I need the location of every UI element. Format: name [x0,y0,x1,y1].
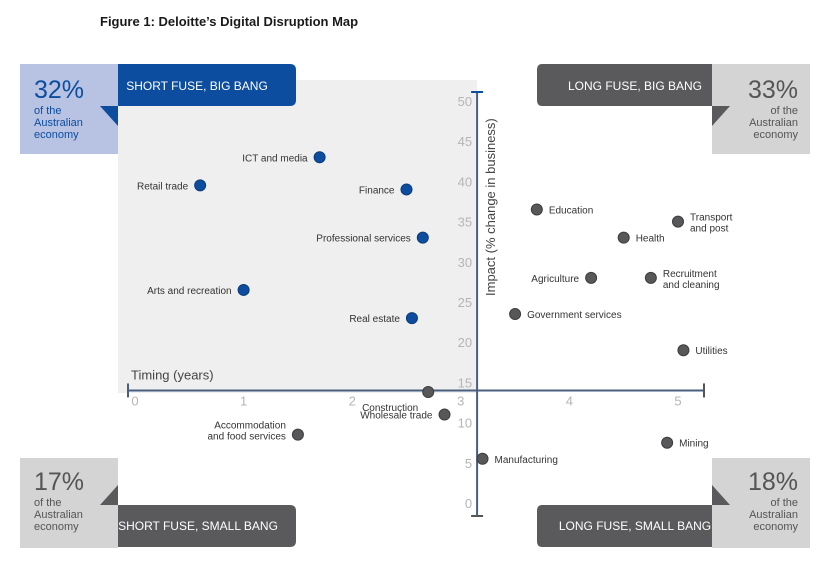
x-tick-label: 0 [131,393,138,408]
y-tick-label: 50 [458,94,472,109]
x-tick-label: 2 [349,393,356,408]
data-point-label: Transport and post [690,213,733,235]
y-tick-label: 10 [458,416,472,431]
quadrant-notch [712,485,730,505]
quadrant-band-label: LONG FUSE, SMALL BANG [559,519,711,533]
quadrant-top-right: LONG FUSE, BIG BANG 33%of theAustralianec… [537,64,810,154]
y-tick-label: 20 [458,335,472,350]
data-point-label: Accommodation and food services [208,421,286,443]
quadrant-box [20,64,118,154]
data-point-label: Wholesale trade [360,411,433,422]
quadrant-percent: 18% [748,468,798,496]
data-point [422,386,435,399]
quadrant-bottom-left: SHORT FUSE, SMALL BANG 17%of theAustralia… [20,458,296,548]
quadrant-caption: economy [753,521,798,533]
quadrant-band-label: LONG FUSE, BIG BANG [568,79,702,93]
quadrant-caption: economy [753,129,798,141]
data-point-label: Real estate [349,314,400,325]
data-point-label-line: Recruitment [663,269,717,280]
data-point [672,215,684,228]
x-tick-label: 3 [457,393,464,408]
x-tick-label: 5 [674,393,681,408]
quadrant-caption: Australian [749,509,798,521]
quadrant-band [118,505,296,547]
quadrant-top-left: SHORT FUSE, BIG BANG 32%of theAustraliane… [20,64,296,154]
data-point-label: Mining [679,439,708,450]
data-point [313,151,326,164]
data-point-label: Agriculture [531,274,579,285]
data-point [530,203,543,216]
y-tick-label: 30 [458,255,472,270]
y-tick-label: 45 [458,134,472,149]
quadrant-notch [100,106,118,126]
quadrant-notch [712,106,730,126]
data-point-label: Construction [362,403,418,414]
quadrant-caption: Australian [34,117,83,129]
quadrant-box [20,458,118,548]
y-tick-label: 35 [458,215,472,230]
data-point-label: Government services [527,310,621,321]
data-point-label: Utilities [695,346,727,357]
data-point [585,271,598,284]
data-point-label: Professional services [316,234,410,245]
data-point-label: Education [549,206,593,217]
quadrant-notch [100,485,118,505]
quadrant-caption: of the [34,497,62,509]
quadrant-caption: economy [34,521,79,533]
figure-title: Figure 1: Deloitte’s Digital Disruption … [100,14,359,29]
data-point-label-line: Accommodation [214,421,286,432]
quadrant-band-label: SHORT FUSE, BIG BANG [126,79,268,93]
quadrant-caption: Australian [34,509,83,521]
data-point-label-line: and cleaning [663,280,720,291]
x-tick-label: 4 [566,393,573,408]
data-point [400,183,413,196]
quadrant-band-label: SHORT FUSE, SMALL BANG [118,519,278,533]
data-point [237,283,250,296]
y-tick-label: 40 [458,174,472,189]
x-axis-title: Timing (years) [131,367,214,382]
data-point-label-line: and post [690,224,729,235]
quadrant-box [712,458,810,548]
data-point-label: Retail trade [137,181,189,192]
quadrant-band [537,64,712,106]
data-point [291,428,304,441]
quadrant-caption: of the [770,105,798,117]
data-point [416,231,429,244]
data-point-label-line: Transport [690,213,733,224]
x-tick-label: 1 [240,393,247,408]
data-point-label: Manufacturing [495,455,558,466]
y-axis-title: Impact (% change in business) [483,118,498,296]
y-tick-label: 5 [465,456,472,471]
data-point [194,179,207,192]
y-tick-label: 15 [458,375,472,390]
data-point [476,452,489,465]
data-point [509,308,522,321]
quadrant-caption: Australian [749,117,798,129]
data-point-label: Finance [359,185,395,196]
quadrant-caption: economy [34,129,79,141]
data-point-label: Health [636,234,665,245]
quadrant-band [537,505,712,547]
quadrant-bottom-right: LONG FUSE, SMALL BANG 18%of theAustralian… [537,458,810,548]
data-point [661,436,674,449]
quadrant-band [118,64,296,106]
data-point [438,408,451,421]
y-tick-label: 0 [465,496,472,511]
data-point [405,312,418,325]
data-point-label-line: and food services [208,432,286,443]
data-point [644,271,657,284]
quadrant-caption: of the [34,105,62,117]
quadrant-percent: 32% [34,76,84,104]
data-point-label: ICT and media [242,153,308,164]
data-point-label: Recruitment and cleaning [663,269,720,291]
quadrant-percent: 17% [34,468,84,496]
data-point [617,231,630,244]
quadrant-percent: 33% [748,76,798,104]
quadrant-box [712,64,810,154]
y-tick-label: 25 [458,295,472,310]
data-point-label: Arts and recreation [147,286,232,297]
data-point [677,344,690,357]
quadrant-caption: of the [770,497,798,509]
